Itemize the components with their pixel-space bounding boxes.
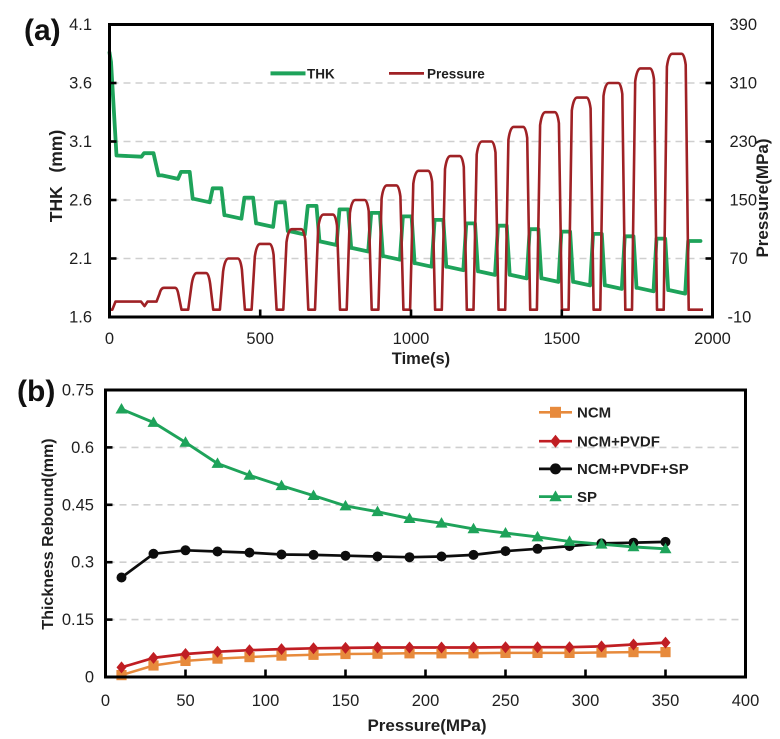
svg-text:0.15: 0.15 <box>62 611 94 629</box>
svg-text:0: 0 <box>85 669 94 687</box>
svg-text:3.6: 3.6 <box>69 75 92 93</box>
svg-text:4.1: 4.1 <box>69 16 92 34</box>
svg-text:2.1: 2.1 <box>69 250 92 268</box>
svg-text:NCM+PVDF: NCM+PVDF <box>577 433 660 450</box>
svg-text:390: 390 <box>730 16 758 34</box>
svg-text:Pressure(MPa): Pressure(MPa) <box>367 716 486 735</box>
svg-text:THK (mm): THK (mm) <box>46 130 66 222</box>
svg-text:SP: SP <box>577 489 597 506</box>
svg-text:1000: 1000 <box>393 330 430 348</box>
svg-text:100: 100 <box>252 692 280 710</box>
svg-text:250: 250 <box>492 692 520 710</box>
svg-text:0: 0 <box>101 692 110 710</box>
svg-text:70: 70 <box>730 250 748 268</box>
svg-text:0: 0 <box>105 330 114 348</box>
svg-text:0.75: 0.75 <box>62 382 94 400</box>
svg-text:-10: -10 <box>728 309 752 327</box>
svg-text:230: 230 <box>730 133 758 151</box>
svg-text:500: 500 <box>246 330 274 348</box>
svg-text:150: 150 <box>332 692 360 710</box>
svg-text:NCM: NCM <box>577 405 611 422</box>
svg-text:0.3: 0.3 <box>71 554 94 572</box>
svg-text:2000: 2000 <box>694 330 731 348</box>
svg-text:0.6: 0.6 <box>71 439 94 457</box>
svg-text:200: 200 <box>412 692 440 710</box>
svg-text:2.6: 2.6 <box>69 192 92 210</box>
svg-text:310: 310 <box>730 75 758 93</box>
svg-text:150: 150 <box>730 192 758 210</box>
svg-text:Pressure(MPa): Pressure(MPa) <box>753 138 772 257</box>
svg-text:1.6: 1.6 <box>69 309 92 327</box>
svg-text:NCM+PVDF+SP: NCM+PVDF+SP <box>577 461 689 478</box>
svg-text:Pressure: Pressure <box>427 66 485 81</box>
svg-text:50: 50 <box>176 692 194 710</box>
svg-text:350: 350 <box>652 692 680 710</box>
svg-text:400: 400 <box>732 692 760 710</box>
svg-text:300: 300 <box>572 692 600 710</box>
svg-text:3.1: 3.1 <box>69 133 92 151</box>
svg-text:Time(s): Time(s) <box>392 350 450 368</box>
svg-text:(b): (b) <box>17 375 55 408</box>
svg-text:(a): (a) <box>24 14 61 47</box>
svg-text:Thickness Rebound(mm): Thickness Rebound(mm) <box>40 438 57 629</box>
svg-text:THK: THK <box>307 66 335 81</box>
svg-text:0.45: 0.45 <box>62 496 94 514</box>
svg-text:1500: 1500 <box>543 330 580 348</box>
